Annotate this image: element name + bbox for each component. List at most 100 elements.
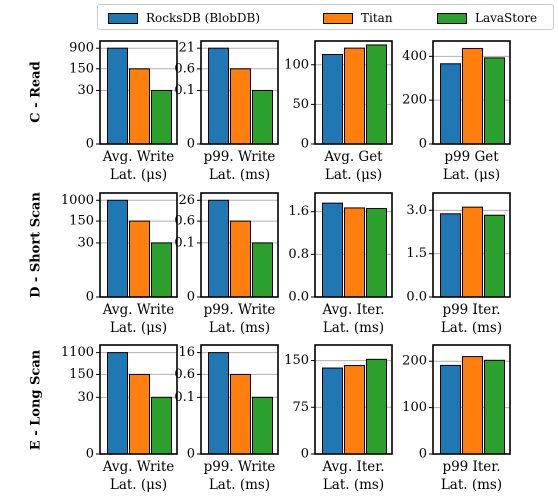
x-axis-label: Lat. (μs) xyxy=(325,167,382,183)
axes-frame xyxy=(314,344,393,455)
bar-lavastore xyxy=(366,44,387,145)
y-tick-label: 16 xyxy=(178,345,195,360)
y-tick-label: 26 xyxy=(178,193,195,208)
y-tick-label: 150 xyxy=(69,367,94,382)
y-tick-label: 900 xyxy=(69,41,94,56)
axes-frame xyxy=(99,192,178,298)
y-tick-label: 0 xyxy=(86,137,94,152)
subplot: 0 0.1 0.6 16 p99. Write Lat. (ms) xyxy=(174,344,279,493)
y-tick-label: 0.1 xyxy=(174,83,195,98)
y-tick-label: 200 xyxy=(402,93,427,108)
bar-rocksdb xyxy=(107,47,128,145)
legend-swatch-titan xyxy=(323,12,353,24)
x-axis-label: Lat. (ms) xyxy=(323,477,384,493)
y-tick-label: 3.0 xyxy=(406,203,427,218)
legend-item-rocksdb: RocksDB (BlobDB) xyxy=(108,9,260,27)
bar-titan xyxy=(129,220,150,298)
bar-lavastore xyxy=(484,57,505,145)
y-tick-label: 0 xyxy=(301,137,309,152)
x-axis-label: p99. Write xyxy=(204,302,276,318)
bar-titan xyxy=(129,68,150,145)
bar-lavastore xyxy=(252,242,273,298)
y-tick-label: 0 xyxy=(187,447,195,462)
y-tick-label: 30 xyxy=(77,235,94,250)
x-axis-label: p99 Iter. xyxy=(442,302,500,318)
bar-rocksdb xyxy=(322,367,343,455)
bar-lavastore xyxy=(252,89,273,145)
bar-rocksdb xyxy=(322,202,343,298)
bar-lavastore xyxy=(151,396,172,455)
subplot: 0 30 150 1100 Avg. Write Lat. (μs) xyxy=(61,344,178,493)
axes-frame xyxy=(432,192,511,298)
y-tick-label: 150 xyxy=(69,214,94,229)
bar-lavastore xyxy=(366,207,387,298)
legend: RocksDB (BlobDB) Titan LavaStore xyxy=(97,4,554,30)
x-axis-label: Lat. (ms) xyxy=(209,320,270,336)
y-tick-label: 0 xyxy=(86,447,94,462)
x-axis-label: p99. Write xyxy=(204,149,276,165)
y-tick-label: 0 xyxy=(419,137,427,152)
bar-titan xyxy=(344,207,365,298)
y-tick-label: 100 xyxy=(284,57,309,72)
bar-rocksdb xyxy=(208,47,229,145)
bar-titan xyxy=(344,47,365,145)
axes-frame xyxy=(432,344,511,455)
y-tick-label: 0.6 xyxy=(174,61,195,76)
bar-lavastore xyxy=(366,358,387,455)
subplot: 0 100 200 p99 Iter. Lat. (ms) xyxy=(402,344,511,493)
x-axis-label: Avg. Iter. xyxy=(321,302,384,318)
axes-frame xyxy=(314,192,393,298)
bar-lavastore xyxy=(151,242,172,298)
row-label: C - Read xyxy=(29,61,44,122)
bar-titan xyxy=(230,220,251,298)
bar-titan xyxy=(462,356,483,455)
y-tick-label: 0 xyxy=(419,447,427,462)
bar-titan xyxy=(462,206,483,298)
bar-titan xyxy=(230,373,251,455)
x-axis-label: p99 Get xyxy=(444,149,499,165)
bar-titan xyxy=(230,68,251,145)
y-tick-label: 75 xyxy=(292,400,309,415)
y-tick-label: 30 xyxy=(77,390,94,405)
y-tick-label: 100 xyxy=(402,400,427,415)
x-axis-label: Lat. (ms) xyxy=(441,320,502,336)
y-tick-label: 0.1 xyxy=(174,235,195,250)
axes-frame xyxy=(200,40,279,145)
legend-label-titan: Titan xyxy=(361,11,393,25)
legend-item-titan: Titan xyxy=(323,9,393,27)
bar-rocksdb xyxy=(440,213,461,298)
x-axis-label: p99 Iter. xyxy=(442,459,500,475)
y-tick-label: 400 xyxy=(402,49,427,64)
subplot: 0.0 1.5 3.0 p99 Iter. Lat. (ms) xyxy=(406,192,511,336)
y-tick-label: 21 xyxy=(178,41,195,56)
y-tick-label: 0 xyxy=(86,290,94,305)
y-tick-label: 1000 xyxy=(61,193,94,208)
subplot: 0 200 400 p99 Get Lat. (μs) xyxy=(402,40,511,183)
bar-lavastore xyxy=(484,359,505,455)
x-axis-label: Lat. (ms) xyxy=(323,320,384,336)
x-axis-label: Lat. (ms) xyxy=(209,167,270,183)
y-tick-label: 0 xyxy=(301,447,309,462)
bar-rocksdb xyxy=(208,352,229,455)
legend-swatch-lavastore xyxy=(437,12,467,24)
y-tick-label: 30 xyxy=(77,83,94,98)
x-axis-label: Lat. (μs) xyxy=(110,320,167,336)
bar-rocksdb xyxy=(107,352,128,455)
y-tick-label: 150 xyxy=(284,353,309,368)
subplot: 0.0 0.8 1.6 Avg. Iter. Lat. (ms) xyxy=(288,192,393,336)
bar-lavastore xyxy=(484,214,505,298)
axes-frame xyxy=(200,192,279,298)
x-axis-label: Lat. (μs) xyxy=(443,167,500,183)
legend-label-lavastore: LavaStore xyxy=(475,11,538,25)
x-axis-label: Lat. (μs) xyxy=(110,477,167,493)
axes-frame xyxy=(99,344,178,455)
subplot: 0 0.1 0.6 21 p99. Write Lat. (ms) xyxy=(174,40,279,183)
x-axis-label: Lat. (ms) xyxy=(441,477,502,493)
axes-frame xyxy=(99,40,178,145)
y-tick-label: 1.6 xyxy=(288,204,309,219)
axes-frame xyxy=(432,40,511,145)
x-axis-label: Lat. (μs) xyxy=(110,167,167,183)
y-tick-label: 0.0 xyxy=(406,290,427,305)
row-label: E - Long Scan xyxy=(29,349,44,450)
